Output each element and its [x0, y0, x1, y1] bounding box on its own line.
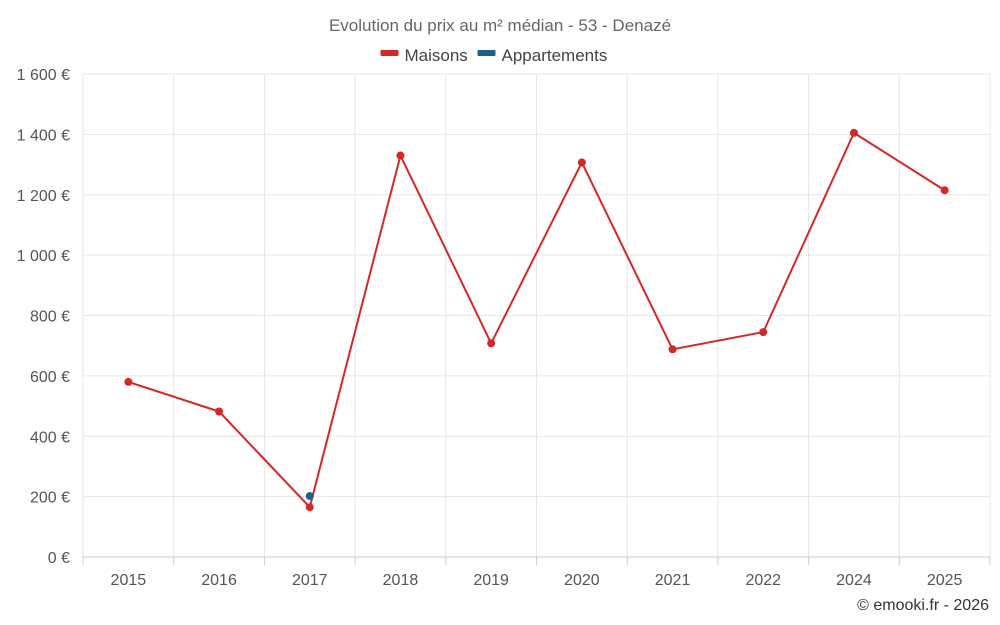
x-tick-label: 2018 [383, 572, 419, 589]
data-point-maisons [668, 345, 677, 354]
y-tick-label: 1 600 € [17, 67, 70, 84]
y-tick-label: 200 € [30, 490, 70, 507]
data-point-maisons [940, 186, 949, 195]
data-point-maisons [396, 151, 405, 160]
x-tick-label: 2024 [836, 572, 872, 589]
data-point-appartements [305, 492, 314, 501]
legend-item-appartements: Appartements [477, 46, 608, 65]
series-maisons [124, 128, 949, 512]
series-appartements [305, 492, 314, 501]
y-tick-label: 800 € [30, 309, 70, 326]
x-tick-label: 2019 [473, 572, 509, 589]
grid-lines [82, 73, 991, 557]
y-tick-label: 600 € [30, 369, 70, 386]
axes: 0 € 200 € 400 € 600 € 800 € 1 000 € 1 200 € 1 4… [17, 67, 991, 589]
legend-item-maisons: Maisons [380, 46, 468, 65]
data-point-maisons [305, 503, 314, 512]
x-tick-label: 2022 [745, 572, 781, 589]
x-tick-label: 2021 [655, 572, 691, 589]
data-point-maisons [124, 377, 133, 386]
credit-text: © emooki.fr - 2026 [857, 597, 989, 614]
data-point-maisons [577, 158, 586, 167]
x-tick-label: 2025 [927, 572, 963, 589]
x-tick-label: 2017 [292, 572, 328, 589]
data-point-maisons [849, 128, 858, 137]
y-tick-label: 400 € [30, 429, 70, 446]
y-tick-label: 0 € [48, 550, 70, 567]
series-line-maisons [128, 131, 946, 509]
y-tick-label: 1 000 € [17, 248, 70, 265]
x-tick-label: 2015 [111, 572, 147, 589]
legend-swatch-maisons [380, 50, 399, 56]
x-tick-label: 2016 [201, 572, 237, 589]
data-point-maisons [215, 407, 224, 416]
chart-title: Evolution du prix au m² médian - 53 - De… [329, 16, 671, 35]
legend-swatch-appartements [477, 50, 496, 56]
x-tick-label: 2020 [564, 572, 600, 589]
legend-label-maisons: Maisons [405, 46, 468, 65]
y-tick-label: 1 200 € [17, 188, 70, 205]
data-point-maisons [487, 339, 496, 348]
y-tick-label: 1 400 € [17, 127, 70, 144]
series [124, 128, 949, 512]
legend: Maisons Appartements [380, 46, 608, 65]
data-point-maisons [759, 328, 768, 337]
legend-label-appartements: Appartements [502, 46, 608, 65]
